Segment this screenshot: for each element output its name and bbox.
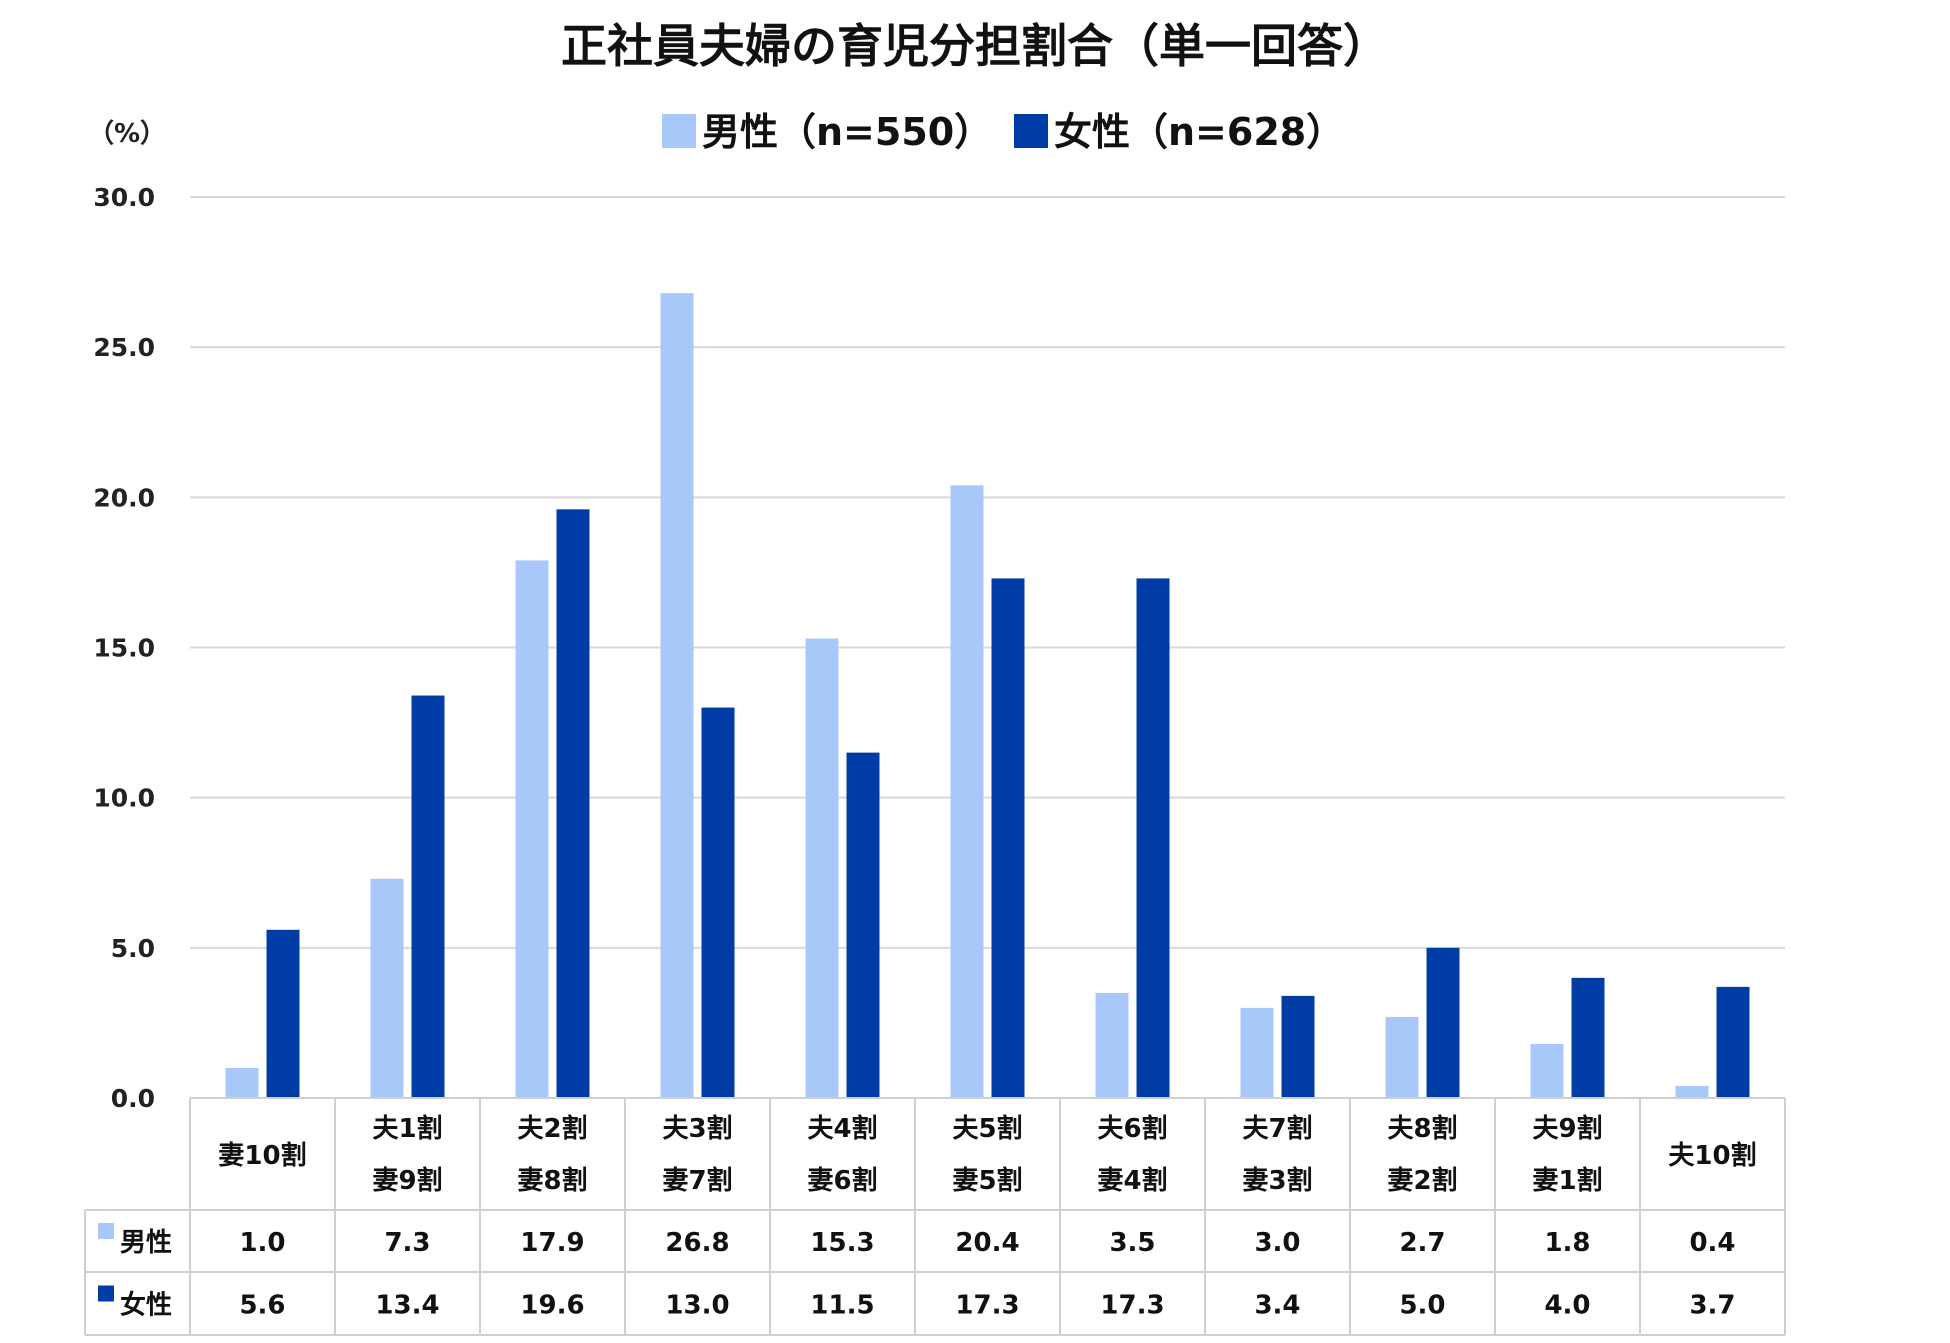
- bar-male-0: [225, 1067, 259, 1098]
- y-tick-label: 15.0: [93, 634, 155, 663]
- x-category-label: 妻5割: [952, 1165, 1022, 1196]
- bar-male-10: [1675, 1085, 1709, 1098]
- x-category-label: 夫8割: [1387, 1113, 1457, 1144]
- table-value-cell: 3.5: [1109, 1228, 1155, 1258]
- bar-female-5: [991, 578, 1025, 1098]
- table-value-cell: 1.8: [1544, 1228, 1590, 1258]
- bar-female-8: [1426, 947, 1460, 1098]
- gridlines: [190, 196, 1785, 1099]
- x-category-label: 妻3割: [1242, 1165, 1312, 1196]
- bar-female-2: [556, 509, 590, 1098]
- bar-female-9: [1571, 977, 1605, 1098]
- x-category-label: 夫10割: [1668, 1140, 1756, 1171]
- table-value-cell: 26.8: [665, 1228, 729, 1258]
- x-category-label: 妻6割: [807, 1165, 877, 1196]
- legend-label-male: 男性（n=550）: [702, 110, 992, 154]
- table-value-cell: 4.0: [1544, 1291, 1590, 1321]
- table-row-label: 男性: [120, 1228, 172, 1258]
- x-category-label: 夫7割: [1242, 1113, 1312, 1144]
- legend-swatch-male: [662, 114, 696, 148]
- table-value-cell: 3.4: [1254, 1291, 1300, 1321]
- x-category-label: 夫1割: [372, 1113, 442, 1144]
- x-category-label: 妻1割: [1532, 1165, 1602, 1196]
- table-legend-swatch: [98, 1285, 114, 1302]
- table-legend-swatch: [98, 1223, 114, 1239]
- x-category-label: 妻2割: [1387, 1165, 1457, 1196]
- x-category-label: 妻8割: [517, 1165, 587, 1196]
- table-value-cell: 7.3: [384, 1228, 430, 1258]
- bar-female-0: [266, 929, 300, 1098]
- x-category-label: 夫9割: [1532, 1113, 1602, 1144]
- x-category-label: 夫5割: [952, 1113, 1022, 1144]
- table-value-cell: 5.0: [1399, 1291, 1445, 1321]
- table-value-cell: 3.0: [1254, 1228, 1300, 1258]
- table-row-label: 女性: [120, 1290, 172, 1321]
- x-category-label: 妻10割: [218, 1140, 306, 1171]
- y-tick-label: 20.0: [93, 483, 155, 512]
- x-category-label: 夫6割: [1097, 1113, 1167, 1144]
- bar-female-6: [1136, 578, 1170, 1098]
- bar-male-8: [1385, 1016, 1419, 1098]
- x-category-label: 夫4割: [807, 1113, 877, 1144]
- legend-label-female: 女性（n=628）: [1054, 110, 1344, 154]
- table-value-cell: 20.4: [955, 1228, 1019, 1258]
- x-category-label: 夫3割: [662, 1113, 732, 1144]
- y-tick-label: 10.0: [93, 784, 155, 813]
- y-axis-ticks: 0.0 5.0 10.0 15.0 20.0 25.0 30.0: [93, 183, 155, 1113]
- bar-male-1: [370, 878, 404, 1098]
- bar-male-9: [1530, 1043, 1564, 1098]
- table-value-cell: 17.3: [955, 1291, 1019, 1321]
- table-value-cell: 11.5: [810, 1291, 874, 1321]
- table-value-cell: 2.7: [1399, 1228, 1445, 1258]
- y-tick-label: 0.0: [111, 1084, 155, 1113]
- bar-female-7: [1281, 995, 1315, 1098]
- bar-female-1: [411, 695, 445, 1098]
- bar-male-3: [660, 293, 694, 1098]
- bar-male-7: [1240, 1007, 1274, 1098]
- x-category-label: 夫2割: [517, 1113, 587, 1144]
- bar-male-4: [805, 638, 839, 1098]
- x-category-label: 妻7割: [662, 1165, 732, 1196]
- bar-female-4: [846, 752, 880, 1098]
- table-value-cell: 5.6: [239, 1291, 285, 1321]
- bar-male-5: [950, 485, 984, 1098]
- table-value-cell: 1.0: [239, 1228, 285, 1258]
- table-value-cell: 15.3: [810, 1228, 874, 1258]
- bar-female-10: [1716, 986, 1750, 1098]
- y-axis-unit-label: （%）: [88, 119, 166, 149]
- x-category-label: 妻4割: [1097, 1165, 1167, 1196]
- legend: 男性（n=550） 女性（n=628）: [662, 110, 1344, 154]
- x-category-label: 妻9割: [372, 1165, 442, 1196]
- table-value-cell: 17.3: [1100, 1291, 1164, 1321]
- table-value-cell: 19.6: [520, 1291, 584, 1321]
- chart-title: 正社員夫婦の育児分担割合（単一回答）: [561, 19, 1389, 73]
- y-tick-label: 5.0: [111, 934, 155, 963]
- bar-male-6: [1095, 992, 1129, 1098]
- bar-female-3: [701, 707, 735, 1098]
- y-tick-label: 25.0: [93, 333, 155, 362]
- table-value-cell: 3.7: [1689, 1291, 1735, 1321]
- table-value-cell: 13.4: [375, 1291, 439, 1321]
- table-value-cell: 0.4: [1689, 1228, 1735, 1258]
- legend-swatch-female: [1014, 114, 1048, 148]
- bars: [225, 293, 1750, 1098]
- table-value-cell: 13.0: [665, 1291, 729, 1321]
- y-tick-label: 30.0: [93, 183, 155, 212]
- bar-male-2: [515, 560, 549, 1098]
- table-value-cell: 17.9: [520, 1228, 584, 1258]
